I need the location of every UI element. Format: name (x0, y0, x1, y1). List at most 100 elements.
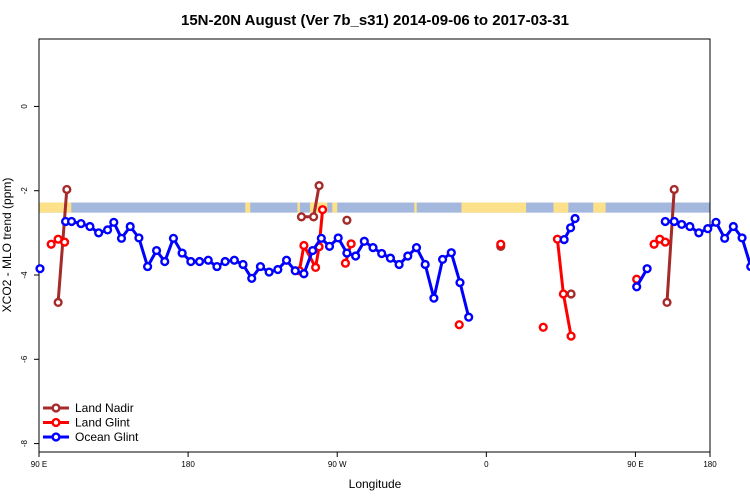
data-point (446, 248, 456, 258)
legend-label: Land Glint (75, 416, 130, 430)
data-point (677, 219, 687, 230)
y-tick-label: -2 (20, 187, 29, 195)
data-point (66, 216, 77, 227)
land-segment (553, 202, 569, 213)
data-point (711, 217, 721, 227)
data-point (496, 239, 506, 249)
data-point (247, 273, 257, 283)
data-point (632, 282, 642, 292)
data-point (566, 331, 576, 341)
data-point (662, 297, 672, 307)
land-segment (332, 202, 338, 213)
data-point (411, 243, 422, 253)
data-point (669, 216, 679, 227)
data-point (570, 213, 580, 224)
data-point (660, 237, 670, 247)
legend-item: Land Nadir (43, 401, 134, 415)
y-tick-label: -6 (20, 355, 29, 363)
data-point (160, 256, 170, 267)
data-point (642, 264, 652, 274)
data-point (296, 212, 307, 222)
data-point (728, 221, 738, 232)
data-point (720, 233, 730, 243)
data-point (53, 297, 63, 307)
data-point (420, 259, 430, 270)
x-tick-label: 180 (181, 460, 195, 469)
data-point (333, 233, 343, 243)
data-point (311, 262, 321, 273)
data-point (229, 255, 239, 265)
data-point (746, 262, 750, 272)
data-point (186, 256, 196, 267)
data-point (429, 293, 439, 303)
data-point (238, 259, 248, 270)
data-point (116, 233, 127, 243)
land-segment (461, 202, 527, 213)
data-point (454, 320, 464, 330)
data-point (669, 184, 679, 195)
data-point (403, 251, 413, 261)
data-point (660, 216, 670, 227)
data-point (394, 259, 404, 270)
ocean-band (39, 202, 710, 213)
legend-item: Ocean Glint (43, 430, 139, 444)
data-point (290, 266, 300, 276)
data-point (134, 233, 144, 243)
data-point (281, 255, 292, 265)
data-point (324, 241, 335, 251)
chart-title: 15N-20N August (Ver 7b_s31) 2014-09-06 t… (181, 12, 569, 29)
data-point (46, 239, 56, 249)
data-point (316, 233, 326, 243)
data-point (385, 253, 396, 263)
data-point (455, 277, 465, 288)
land-ocean-band (39, 202, 710, 213)
data-point (703, 224, 713, 234)
data-point (538, 322, 548, 332)
legend-label: Land Nadir (75, 401, 134, 415)
x-tick-label: 0 (484, 460, 489, 469)
data-point (314, 181, 324, 191)
data-point (203, 255, 213, 265)
series-layer (35, 181, 750, 341)
data-point (377, 248, 387, 259)
data-point (299, 240, 309, 251)
x-tick-label: 90 E (627, 460, 643, 469)
series-land-glint (46, 205, 670, 341)
data-point (212, 261, 222, 272)
x-axis: 90 E 180 90 W 0 90 E 180 (31, 451, 717, 469)
legend-swatch-marker (51, 432, 61, 442)
land-segment (297, 202, 300, 213)
x-axis-label: Longitude (349, 477, 402, 491)
y-axis: 0 -2 -4 -6 -8 (20, 104, 39, 447)
data-point (342, 248, 352, 258)
y-tick-label: 0 (20, 104, 29, 109)
data-point (559, 235, 569, 245)
data-point (76, 218, 86, 229)
data-point (566, 289, 576, 299)
y-axis-label: XCO2 - MLO trend (ppm) (0, 178, 14, 313)
data-point (464, 312, 474, 322)
data-point (685, 221, 695, 232)
data-point (649, 239, 659, 249)
data-point (35, 264, 45, 274)
data-point (737, 233, 747, 243)
data-point (151, 245, 162, 256)
data-point (62, 184, 72, 195)
y-tick-label: -8 (20, 439, 29, 447)
data-point (59, 237, 70, 247)
legend-label: Ocean Glint (75, 430, 139, 444)
data-point (273, 264, 283, 275)
data-point (317, 205, 328, 215)
data-point (102, 225, 113, 235)
data-point (143, 261, 153, 272)
data-point (342, 215, 352, 225)
land-segment (593, 202, 606, 213)
legend-swatch-marker (51, 417, 61, 428)
x-tick-label: 180 (703, 460, 717, 469)
data-point (558, 289, 568, 299)
data-point (94, 228, 104, 238)
data-point (351, 251, 361, 261)
data-point (264, 267, 274, 277)
